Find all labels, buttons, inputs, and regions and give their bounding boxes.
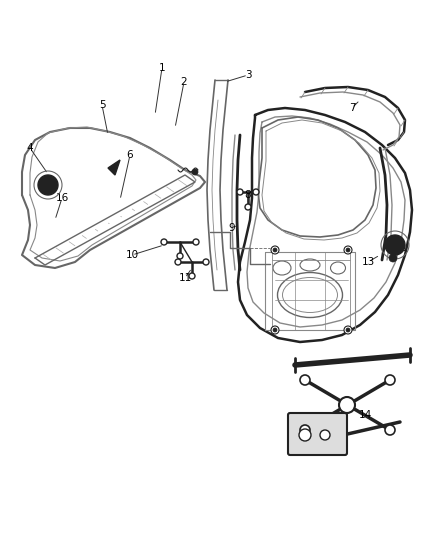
Circle shape <box>300 425 310 435</box>
Circle shape <box>300 375 310 385</box>
Circle shape <box>273 328 277 332</box>
Circle shape <box>385 375 395 385</box>
Circle shape <box>389 254 397 262</box>
Polygon shape <box>108 160 120 175</box>
Circle shape <box>245 204 251 210</box>
Circle shape <box>271 326 279 334</box>
Circle shape <box>38 175 58 195</box>
Text: 6: 6 <box>127 150 133 160</box>
Circle shape <box>346 328 350 332</box>
Circle shape <box>271 246 279 254</box>
Circle shape <box>203 259 209 265</box>
Circle shape <box>339 397 355 413</box>
Circle shape <box>192 169 198 175</box>
Text: 8: 8 <box>245 190 251 200</box>
Circle shape <box>161 239 167 245</box>
Circle shape <box>299 429 311 441</box>
Text: 15: 15 <box>291 430 304 440</box>
Text: 3: 3 <box>245 70 251 80</box>
Circle shape <box>344 246 352 254</box>
Circle shape <box>385 425 395 435</box>
Circle shape <box>385 235 405 255</box>
Circle shape <box>193 239 199 245</box>
Circle shape <box>177 253 183 259</box>
Text: 12: 12 <box>393 243 406 253</box>
Text: 7: 7 <box>349 103 355 113</box>
Circle shape <box>320 430 330 440</box>
Text: 14: 14 <box>358 410 371 420</box>
Circle shape <box>344 326 352 334</box>
Text: 1: 1 <box>159 63 165 73</box>
Text: 10: 10 <box>125 250 138 260</box>
Circle shape <box>253 189 259 195</box>
Text: 13: 13 <box>361 257 374 267</box>
FancyBboxPatch shape <box>288 413 347 455</box>
Circle shape <box>346 248 350 252</box>
Text: 9: 9 <box>229 223 235 233</box>
Text: 11: 11 <box>178 273 192 283</box>
Circle shape <box>189 273 195 279</box>
Text: 4: 4 <box>27 143 33 153</box>
Circle shape <box>175 259 181 265</box>
Text: 5: 5 <box>99 100 105 110</box>
Circle shape <box>237 189 243 195</box>
Text: 2: 2 <box>181 77 187 87</box>
Circle shape <box>273 248 277 252</box>
Text: 16: 16 <box>55 193 69 203</box>
